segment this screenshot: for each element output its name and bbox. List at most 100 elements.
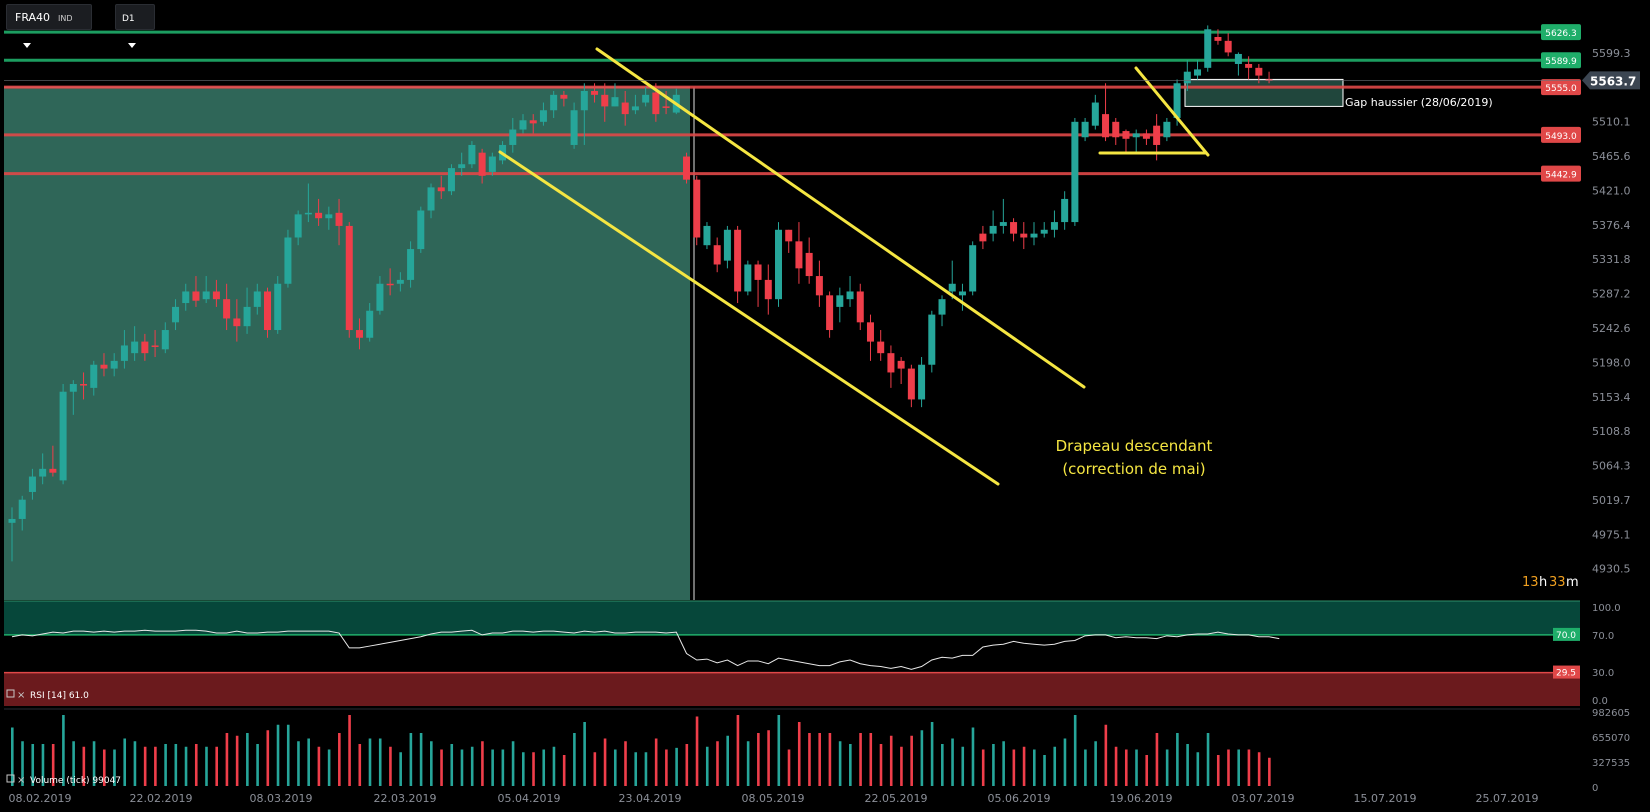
candle[interactable] [754,260,762,307]
candle[interactable] [355,318,363,350]
volume-bar[interactable] [1135,749,1138,787]
volume-bar[interactable] [143,746,147,786]
candle[interactable] [294,210,302,246]
candle[interactable] [877,330,885,361]
volume-bar[interactable] [501,749,505,787]
volume-bar[interactable] [767,730,770,786]
candle[interactable] [345,222,353,338]
candle[interactable] [253,283,261,315]
timeframe-selector[interactable]: D1 [115,4,155,48]
candle[interactable] [815,260,823,307]
candle[interactable] [59,384,67,485]
volume-bar[interactable] [1012,749,1016,787]
candle[interactable] [386,268,394,296]
volume-bar[interactable] [951,738,954,787]
volume-bar[interactable] [532,752,535,786]
volume-bar[interactable] [338,733,341,786]
candle[interactable] [264,287,271,338]
candle[interactable] [49,445,57,477]
volume-bar[interactable] [818,733,821,786]
candle[interactable] [1061,191,1069,230]
volume-bar[interactable] [736,715,740,786]
candle[interactable] [907,364,915,408]
volume-bar[interactable] [419,733,423,786]
candle[interactable] [723,225,731,269]
candle[interactable] [509,117,517,153]
volume-bar[interactable] [746,741,750,786]
candle[interactable] [182,283,190,311]
volume-bar[interactable] [1206,733,1210,786]
candle[interactable] [744,260,752,296]
volume-bar[interactable] [276,724,280,786]
candle[interactable] [713,237,721,273]
candle[interactable] [683,152,691,184]
candle[interactable] [1204,25,1212,72]
candle[interactable] [1163,117,1171,142]
volume-bar[interactable] [368,738,372,787]
volume-bar[interactable] [82,746,86,786]
candle[interactable] [202,276,210,304]
volume-bar[interactable] [378,738,382,787]
volume-bar[interactable] [174,744,178,786]
volume-bar[interactable] [460,749,464,787]
volume-bar[interactable] [430,741,433,786]
volume-bar[interactable] [1155,733,1159,786]
volume-bar[interactable] [72,741,75,786]
volume-bar[interactable] [1073,715,1077,786]
volume-bar[interactable] [1247,749,1251,787]
volume-bar[interactable] [1094,741,1097,786]
candle[interactable] [897,357,905,385]
close-icon[interactable]: × [17,775,25,786]
volume-bar[interactable] [930,722,934,786]
volume-bar[interactable] [777,715,781,786]
candle[interactable] [1234,52,1242,76]
volume-bar[interactable] [348,715,351,786]
candle[interactable] [468,141,476,169]
volume-bar[interactable] [849,744,852,786]
volume-bar[interactable] [613,749,617,787]
volume-bar[interactable] [246,733,249,786]
candle[interactable] [529,114,537,134]
candle[interactable] [836,287,844,323]
volume-bar[interactable] [102,749,106,787]
candle[interactable] [407,241,415,288]
candle[interactable] [539,102,547,126]
volume-bar[interactable] [154,746,157,786]
candle[interactable] [1050,210,1058,238]
volume-bar[interactable] [491,749,494,787]
volume-bar[interactable] [716,741,719,786]
volume-bar[interactable] [603,738,607,787]
volume-bar[interactable] [1257,752,1261,786]
volume-bar[interactable] [900,746,903,786]
candle[interactable] [938,295,946,327]
volume-bar[interactable] [297,741,300,786]
candle[interactable] [795,222,803,284]
candle[interactable] [376,276,384,315]
candle[interactable] [560,90,568,107]
volume-bar[interactable] [92,741,96,786]
volume-bar[interactable] [1063,738,1067,787]
candle[interactable] [1040,222,1048,238]
candle[interactable] [447,164,455,196]
volume-bar[interactable] [910,735,913,786]
volume-bar[interactable] [726,735,729,786]
candle[interactable] [427,183,435,219]
volume-bar[interactable] [62,715,65,786]
volume-bar[interactable] [409,733,413,786]
volume-bar[interactable] [266,730,270,786]
volume-bar[interactable] [1022,746,1026,786]
volume-bar[interactable] [184,746,188,786]
candle[interactable] [366,303,374,342]
volume-bar[interactable] [705,746,709,786]
candle[interactable] [304,183,312,223]
candle[interactable] [80,372,88,400]
candle[interactable] [846,276,854,307]
candle[interactable] [928,310,936,373]
candle[interactable] [100,353,108,377]
candle[interactable] [1132,129,1140,153]
candle[interactable] [1020,222,1028,250]
volume-bar[interactable] [450,744,454,786]
volume-bar[interactable] [869,733,873,786]
volume-bar[interactable] [685,744,689,786]
candle[interactable] [335,198,343,246]
